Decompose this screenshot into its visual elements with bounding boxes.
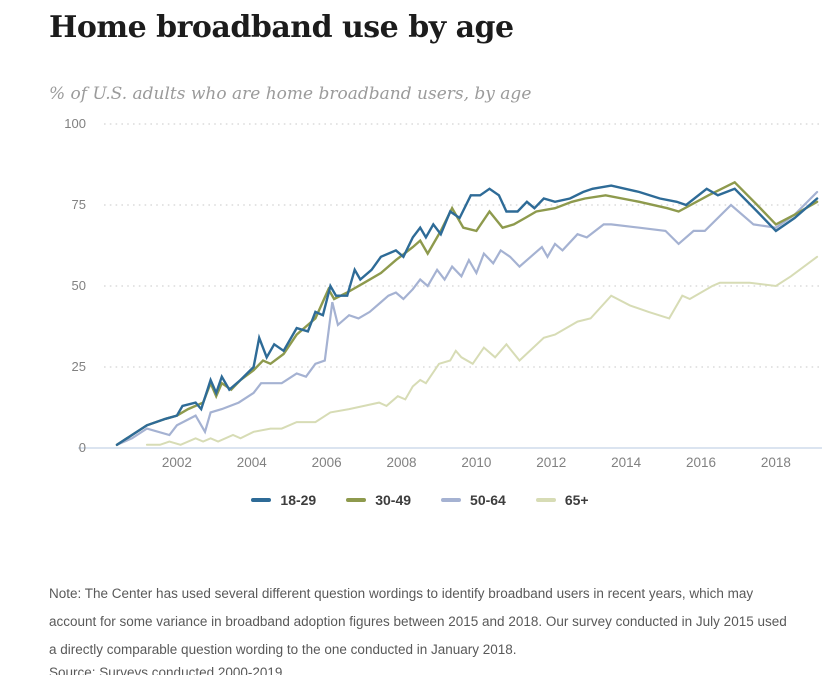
legend-label-18-29: 18-29 <box>280 492 317 508</box>
x-axis-label-2018: 2018 <box>760 455 791 470</box>
y-axis-label-0: 0 <box>78 440 86 455</box>
x-axis-label-2010: 2010 <box>461 455 492 470</box>
legend-swatch-30-49 <box>346 498 367 502</box>
legend-item-65+: 65+ <box>535 492 589 508</box>
x-axis-label-2012: 2012 <box>536 455 567 470</box>
x-axis-label-2014: 2014 <box>611 455 642 470</box>
legend-swatch-18-29 <box>251 498 272 502</box>
y-axis-label-100: 100 <box>64 116 86 131</box>
series-line-65+ <box>145 255 819 446</box>
y-axis-label-50: 50 <box>71 278 86 293</box>
legend-swatch-50-64 <box>441 498 462 502</box>
legend-item-30-49: 30-49 <box>346 492 411 508</box>
legend-item-18-29: 18-29 <box>251 492 316 508</box>
series-line-30-49 <box>115 180 819 446</box>
x-axis-label-2004: 2004 <box>236 455 267 470</box>
legend-label-65+: 65+ <box>564 492 589 508</box>
x-axis-label-2008: 2008 <box>386 455 417 470</box>
y-axis-label-75: 75 <box>71 197 86 212</box>
x-axis-label-2002: 2002 <box>161 455 192 470</box>
series-line-50-64 <box>115 190 819 446</box>
chart-subtitle: % of U.S. adults who are home broadband … <box>49 84 532 104</box>
x-axis-label-2006: 2006 <box>311 455 342 470</box>
legend-swatch-65+ <box>535 498 556 502</box>
legend: 18-29 30-49 50-64 65+ <box>0 492 840 508</box>
legend-item-50-64: 50-64 <box>441 492 506 508</box>
series-line-18-29 <box>115 184 819 446</box>
legend-label-50-64: 50-64 <box>470 492 506 508</box>
source-text: Source: Surveys conducted 2000-2019. <box>49 664 287 675</box>
x-axis-label-2016: 2016 <box>686 455 717 470</box>
legend-label-30-49: 30-49 <box>375 492 412 508</box>
chart-title: Home broadband use by age <box>49 10 514 45</box>
note-text: Note: The Center has used several differ… <box>49 585 787 657</box>
y-axis-label-25: 25 <box>71 359 86 374</box>
